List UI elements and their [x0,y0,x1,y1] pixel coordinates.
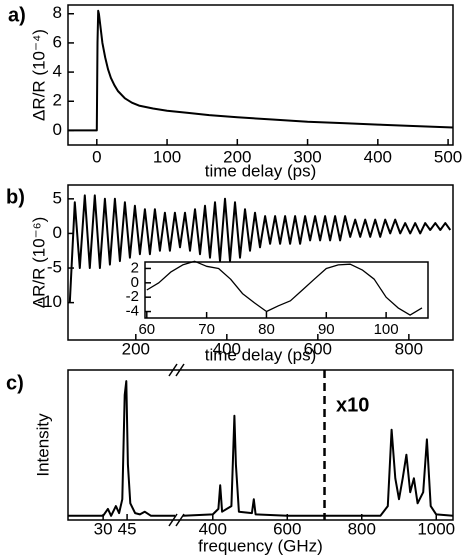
x-tick-label: 400 [364,147,392,166]
y-tick-label: -4 [126,303,139,320]
y-axis-label: ΔR/R (10⁻⁶) [29,217,48,309]
x-tick-label: 400 [199,519,227,538]
x-tick-label: 800 [395,339,423,358]
data-line [68,380,454,517]
data-line [146,260,423,316]
x-axis-label: time delay (ps) [205,161,316,180]
x-tick-label: 45 [118,519,137,538]
x-tick-label: 300 [293,147,321,166]
y-tick-label: -10 [37,292,62,311]
x-tick-label: 70 [198,321,215,338]
x-tick-label: 90 [318,321,335,338]
y-tick-label: 4 [53,62,62,81]
x-axis-label: frequency (GHz) [198,536,323,555]
y-tick-label: 2 [131,259,139,276]
x-tick-label: 600 [273,519,301,538]
y-tick-label: 6 [53,32,62,51]
x-tick-label: 100 [153,147,181,166]
x-tick-label: 80 [258,321,275,338]
data-line [68,194,452,303]
y-axis-label: ΔR/R (10⁻⁴) [29,29,48,121]
x-tick-label: 400 [213,339,241,358]
plot-frame [67,4,454,146]
y-tick-label: 0 [53,120,62,139]
x-tick-label: 100 [374,321,399,338]
x-tick-label: 600 [304,339,332,358]
y-tick-label: 0 [53,223,62,242]
y-tick-label: -2 [126,288,139,305]
y-tick-label: -5 [47,258,62,277]
x-tick-label: 1000 [417,519,455,538]
y-tick-label: 2 [53,91,62,110]
y-axis-label: Intensity [33,413,52,477]
x-tick-label: 30 [94,519,113,538]
data-line [68,9,454,132]
inset-background [145,262,428,318]
x-tick-label: 0 [92,147,101,166]
plot-frame [144,261,429,319]
plot-frame [67,184,454,341]
x-tick-label: 60 [138,321,155,338]
x-tick-label: 500 [434,147,462,166]
y-tick-label: 0 [131,274,139,291]
panel-label: c) [6,372,24,394]
x-tick-label: 800 [348,519,376,538]
panel-label: a) [8,4,26,26]
y-tick-label: 5 [53,188,62,207]
plot-frame [67,369,454,521]
x-tick-label: 200 [223,147,251,166]
annotation: x10 [336,394,369,416]
x-axis-label: time delay (ps) [205,345,316,364]
y-tick-label: 8 [53,3,62,22]
panel-label: b) [6,186,25,208]
x-tick-label: 200 [122,339,150,358]
